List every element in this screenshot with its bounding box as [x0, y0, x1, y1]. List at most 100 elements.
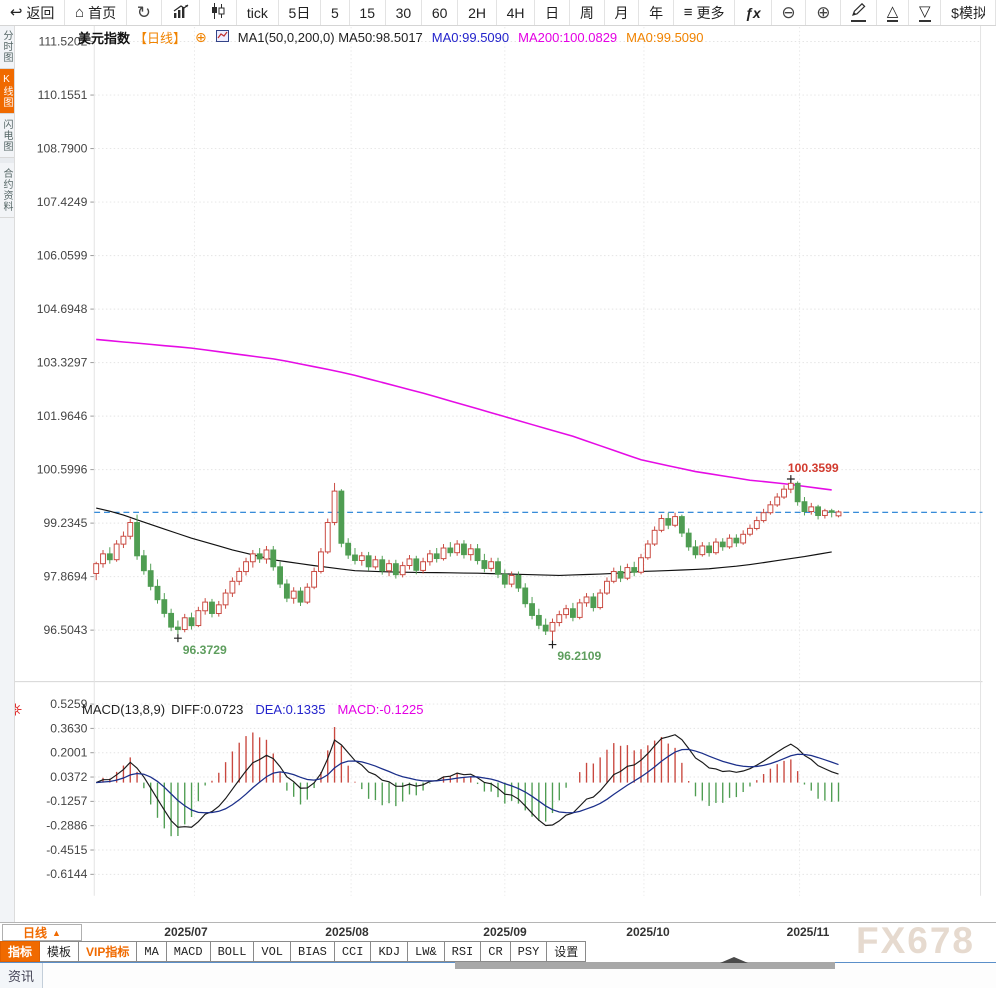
back-label: 返回 — [26, 4, 55, 21]
toolbar-period-2h-button[interactable]: 2H — [458, 0, 497, 25]
more-label: 更多 — [696, 4, 725, 21]
period-5-label: 5 — [330, 4, 339, 21]
x-axis-row: 日线 ▲ 2025/07 2025/08 2025/09 2025/10 2025/11 — [0, 922, 996, 942]
chart-type-sidebar: 分时图 K线图 闪电图合约资料 — [0, 25, 15, 922]
period-2h-label: 2H — [468, 4, 486, 21]
tab-kdj[interactable]: KDJ — [371, 941, 409, 962]
toolbar-period-year-button[interactable]: 年 — [639, 0, 674, 25]
toolbar-zoom-out[interactable]: ⊖ — [772, 0, 807, 25]
toolbar-period-30-button[interactable]: 30 — [386, 0, 423, 25]
period-5d-label: 5日 — [288, 4, 311, 21]
low-price-annotation: 96.3729 — [183, 643, 227, 657]
toolbar-period-week-button[interactable]: 周 — [570, 0, 605, 25]
line-chart-icon — [172, 3, 190, 22]
toolbar-refresh[interactable]: ↻ — [127, 0, 162, 25]
zoom-in-icon: ⊕ — [816, 3, 831, 22]
toolbar-period-15-button[interactable]: 15 — [350, 0, 386, 25]
tab-bias[interactable]: BIAS — [291, 941, 335, 962]
price-tick: 101.9646 — [37, 409, 88, 423]
chart-header: 美元指数 【日线】 ⊕ MA1(50,0,200,0) MA50:98.5017… — [78, 28, 704, 47]
period-selector[interactable]: 日线 ▲ — [2, 924, 82, 941]
tab-cr[interactable]: CR — [481, 941, 511, 962]
toolbar-zoom-in[interactable]: ⊕ — [806, 0, 842, 25]
macd-bar-readout: MACD:-0.1225 — [337, 702, 424, 717]
tab-news[interactable]: 资讯 — [0, 963, 43, 988]
macd-tick: 0.2001 — [50, 746, 87, 760]
tab--[interactable]: 设置 — [547, 941, 587, 962]
toolbar-line-chart[interactable] — [162, 0, 201, 25]
tab-vip-[interactable]: VIP指标 — [79, 941, 138, 962]
period-60-label: 60 — [431, 4, 448, 21]
tab-rsi[interactable]: RSI — [444, 941, 482, 962]
toolbar-period-4h-button[interactable]: 4H — [497, 0, 536, 25]
toolbar-period-5-button[interactable]: 5 — [321, 0, 350, 25]
refresh-icon: ↻ — [136, 3, 151, 22]
macd-tick: 0.0372 — [50, 770, 87, 784]
tab--[interactable]: 指标 — [0, 941, 41, 962]
month-label: 2025/11 — [786, 925, 830, 939]
price-tick: 96.5043 — [43, 623, 87, 637]
month-label: 2025/10 — [626, 925, 670, 939]
month-label: 2025/07 — [164, 925, 208, 939]
tab-cci[interactable]: CCI — [334, 941, 372, 962]
tick-label: tick — [246, 4, 268, 21]
toolbar-period-5d-button[interactable]: 5日 — [279, 0, 322, 25]
ma50-line — [96, 507, 832, 577]
ma-settings-readout[interactable]: MA1(50,0,200,0) MA50:98.5017 — [237, 30, 423, 45]
period-week-label: 周 — [579, 4, 594, 21]
toolbar-draw[interactable] — [841, 0, 877, 25]
toolbar-fx-button[interactable]: ƒx — [735, 0, 772, 25]
macd-tick: 0.5259 — [50, 697, 87, 711]
tab--[interactable]: 模板 — [40, 941, 80, 962]
tab-psy[interactable]: PSY — [510, 941, 548, 962]
toolbar-shape-down[interactable]: ▽ — [909, 0, 942, 25]
ma0-blue-readout: MA0:99.5090 — [431, 30, 510, 45]
price-tick: 110.1551 — [38, 88, 88, 102]
sidebar-item-3[interactable]: 合约资料 — [0, 163, 14, 218]
toolbar-sim-trade-button[interactable]: $模拟 — [941, 0, 996, 25]
tab-vol[interactable]: VOL — [254, 941, 292, 962]
toolbar-period-day-button[interactable]: 日 — [535, 0, 570, 25]
low-price-annotation: 96.2109 — [557, 649, 601, 663]
sidebar-item-1[interactable]: K线图 — [0, 69, 14, 114]
chart-scrollbar[interactable] — [455, 957, 835, 969]
macd-dea-line — [96, 748, 839, 814]
period-year-label: 年 — [649, 4, 664, 21]
price-tick: 108.7900 — [37, 141, 88, 155]
scrollbar-handle-icon[interactable] — [720, 957, 748, 963]
expand-icon[interactable]: ⊕ — [195, 29, 207, 45]
period-month-label: 月 — [614, 4, 629, 21]
tab-macd[interactable]: MACD — [166, 941, 211, 962]
toolbar-period-60-button[interactable]: 60 — [422, 0, 459, 25]
sidebar-item-0[interactable]: 分时图 — [0, 25, 14, 69]
toolbar-shape-up[interactable]: △ — [877, 0, 910, 25]
fx-label: ƒx — [745, 4, 761, 21]
indicator-tab-bar: 指标 模板 VIP指标 MA MACD BOLL VOL BIAS CCI KDJ LW& RSI CR… — [0, 941, 996, 962]
zoom-out-icon: ⊖ — [781, 3, 796, 22]
tab-lw-[interactable]: LW& — [408, 941, 445, 962]
macd-header: MACD(13,8,9) DIFF:0.0723 DEA:0.1335 MACD… — [82, 702, 423, 717]
price-tick: 97.8694 — [43, 570, 87, 584]
toolbar-period-month-button[interactable]: 月 — [605, 0, 640, 25]
toolbar-tick-button[interactable]: tick — [237, 0, 279, 25]
macd-dea-readout: DEA:0.1335 — [255, 702, 326, 717]
period-30-label: 30 — [395, 4, 412, 21]
macd-tick: -0.2886 — [46, 819, 87, 833]
macd-tick: -0.6144 — [46, 867, 87, 881]
price-tick: 100.5996 — [37, 463, 88, 477]
ma200-line — [96, 338, 832, 491]
toolbar-back[interactable]: ↩ 返回 — [0, 0, 66, 25]
back-icon: ↩ — [9, 4, 23, 21]
home-icon: ⌂ — [75, 4, 85, 21]
tab-ma[interactable]: MA — [137, 941, 167, 962]
toolbar-home[interactable]: ⌂ 首页 — [65, 0, 127, 25]
price-chart[interactable]: 111.5202 110.1551 108.7900 107.4249 106.0599… — [0, 25, 996, 922]
macd-title[interactable]: MACD(13,8,9) — [82, 702, 166, 717]
toolbar-candlestick[interactable] — [200, 0, 238, 25]
ma200-readout: MA200:100.0829 — [518, 30, 618, 45]
ma-mini-chart-icon — [215, 30, 229, 45]
sidebar-item-2[interactable]: 闪电图 — [0, 114, 14, 158]
tab-boll[interactable]: BOLL — [210, 941, 255, 962]
toolbar-more[interactable]: ≡ 更多 — [674, 0, 736, 25]
